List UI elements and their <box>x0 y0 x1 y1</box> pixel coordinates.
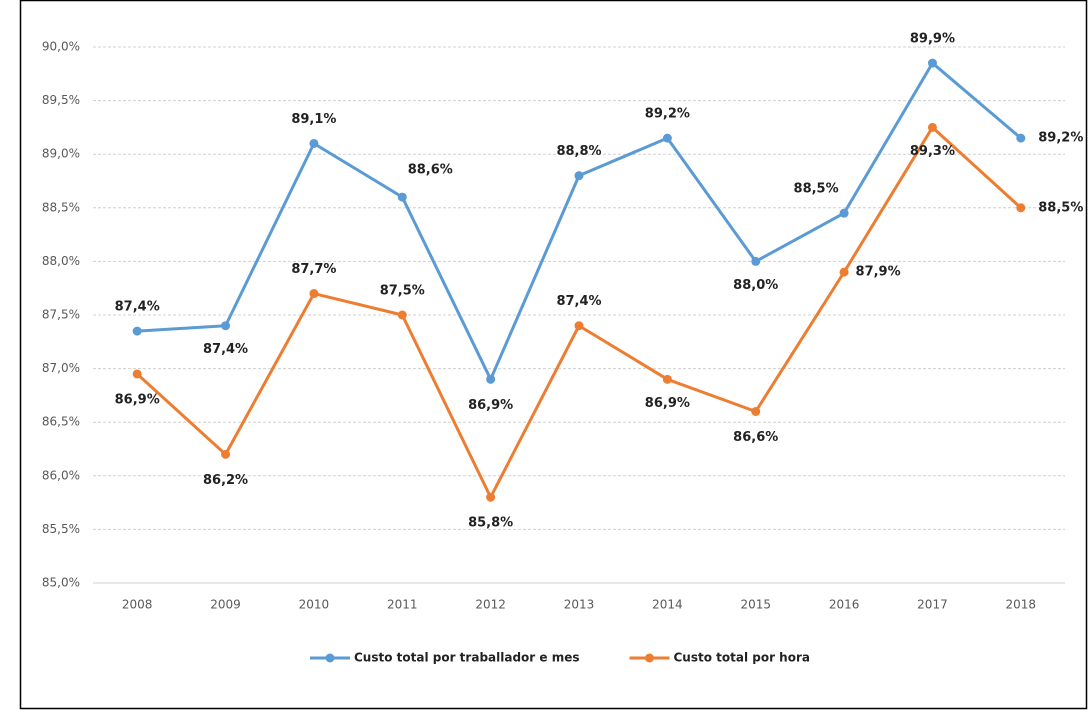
point <box>927 122 937 132</box>
y-tick-label: 85,5% <box>42 522 80 536</box>
data-label: 87,5% <box>380 284 425 299</box>
point <box>397 192 407 202</box>
point <box>309 138 319 148</box>
point <box>309 289 319 299</box>
point <box>486 374 496 384</box>
point <box>927 58 937 68</box>
y-tick-label: 89,0% <box>42 147 80 161</box>
data-label: 88,6% <box>408 163 453 178</box>
chart-frame <box>19 0 1088 710</box>
data-label: 86,9% <box>645 396 690 411</box>
point <box>132 326 142 336</box>
data-label: 88,0% <box>733 278 778 293</box>
data-label: 89,3% <box>910 144 955 159</box>
data-label: 89,9% <box>910 32 955 47</box>
data-label: 86,9% <box>468 398 513 413</box>
x-tick-label: 2012 <box>475 598 506 612</box>
data-label: 87,4% <box>203 342 248 357</box>
point <box>839 208 849 218</box>
y-tick-label: 87,5% <box>42 308 80 322</box>
y-tick-label: 87,0% <box>42 361 80 375</box>
data-label: 88,8% <box>556 144 601 159</box>
point <box>221 321 231 331</box>
point <box>574 321 584 331</box>
y-tick-label: 86,5% <box>42 415 80 429</box>
point <box>1016 133 1026 143</box>
x-tick-label: 2018 <box>1006 598 1037 612</box>
x-tick-label: 2016 <box>829 598 860 612</box>
data-label: 87,9% <box>856 265 901 280</box>
legend-marker <box>325 653 335 663</box>
data-label: 89,2% <box>645 107 690 122</box>
x-tick-label: 2014 <box>652 598 683 612</box>
point <box>574 171 584 181</box>
point <box>132 369 142 379</box>
x-tick-label: 2015 <box>740 598 771 612</box>
data-label: 87,7% <box>291 262 336 277</box>
point <box>662 374 672 384</box>
data-label: 87,4% <box>115 300 160 315</box>
y-tick-label: 88,5% <box>42 200 80 214</box>
legend-marker <box>644 653 654 663</box>
y-tick-label: 89,5% <box>42 93 80 107</box>
data-label: 86,9% <box>115 392 160 407</box>
point <box>397 310 407 320</box>
y-tick-label: 90,0% <box>42 40 80 54</box>
legend-label: Custo total por traballador e mes <box>354 651 579 665</box>
point <box>839 267 849 277</box>
data-label: 86,2% <box>203 473 248 488</box>
x-tick-label: 2017 <box>917 598 948 612</box>
data-label: 88,5% <box>1038 200 1083 215</box>
data-label: 89,1% <box>291 112 336 127</box>
data-label: 89,2% <box>1038 131 1083 146</box>
point <box>486 492 496 502</box>
y-tick-label: 85,0% <box>42 576 80 590</box>
point <box>751 256 761 266</box>
data-label: 86,6% <box>733 430 778 445</box>
data-label: 85,8% <box>468 516 513 531</box>
x-tick-label: 2011 <box>387 598 418 612</box>
point <box>751 406 761 416</box>
point <box>662 133 672 143</box>
x-tick-label: 2008 <box>122 598 153 612</box>
point <box>1016 203 1026 213</box>
x-tick-label: 2009 <box>210 598 241 612</box>
y-tick-label: 86,0% <box>42 468 80 482</box>
x-tick-label: 2010 <box>299 598 330 612</box>
point <box>221 449 231 459</box>
data-label: 87,4% <box>556 294 601 309</box>
x-tick-label: 2013 <box>564 598 595 612</box>
data-label: 88,5% <box>794 182 839 197</box>
legend-label: Custo total por hora <box>673 651 810 665</box>
y-tick-label: 88,0% <box>42 254 80 268</box>
